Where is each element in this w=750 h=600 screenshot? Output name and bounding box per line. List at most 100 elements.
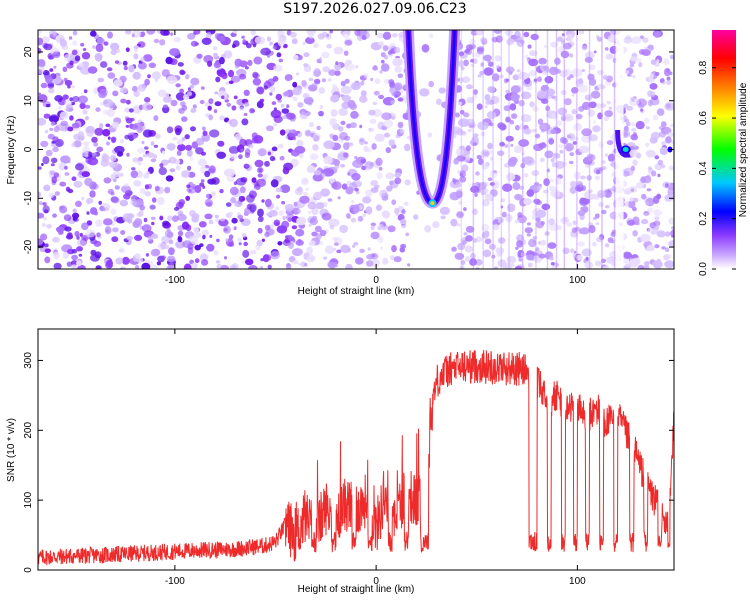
- heatmap-speckle: [133, 90, 140, 97]
- heatmap-speckle: [518, 258, 523, 262]
- heatmap-speckle: [594, 175, 601, 181]
- heatmap-speckle: [219, 188, 224, 194]
- heatmap-speckle: [326, 33, 330, 38]
- heatmap-speckle: [381, 59, 385, 64]
- heatmap-speckle: [38, 66, 45, 74]
- heatmap-speckle: [541, 71, 547, 75]
- heatmap-speckle: [148, 264, 159, 269]
- heatmap-speckle: [64, 226, 72, 232]
- heatmap-speckle: [132, 220, 141, 228]
- heatmap-speckle: [652, 260, 663, 269]
- heatmap-speckle: [80, 42, 85, 47]
- heatmap-speckle: [136, 170, 143, 179]
- heatmap-speckle: [394, 94, 399, 98]
- heatmap-speckle: [596, 69, 604, 76]
- heatmap-speckle: [246, 194, 255, 203]
- heatmap-speckle: [345, 213, 351, 219]
- figure-title: S197.2026.027.09.06.C23: [283, 1, 467, 17]
- heatmap-speckle: [474, 192, 478, 197]
- heatmap-speckle: [126, 152, 130, 157]
- heatmap-speckle: [96, 37, 106, 46]
- heatmap-stripe: [555, 30, 558, 269]
- heatmap-speckle: [113, 79, 123, 87]
- heatmap-speckle: [577, 84, 589, 93]
- heatmap-speckle: [213, 109, 218, 114]
- heatmap-speckle: [142, 129, 153, 138]
- heatmap-speckle: [638, 62, 643, 68]
- heatmap-speckle: [244, 148, 251, 156]
- heatmap-speckle: [421, 44, 430, 53]
- heatmap-speckle: [550, 41, 558, 48]
- heatmap-speckle: [280, 184, 291, 193]
- heatmap-speckle: [497, 259, 507, 268]
- heatmap-speckle: [275, 187, 283, 193]
- heatmap-speckle: [233, 226, 237, 231]
- heatmap-speckle: [64, 165, 68, 170]
- heatmap-speckle: [213, 52, 218, 58]
- heatmap-speckle: [480, 131, 486, 137]
- heatmap-speckle: [208, 219, 214, 225]
- heatmap-speckle: [273, 219, 281, 227]
- heatmap-speckle: [567, 134, 572, 138]
- heatmap-speckle: [581, 68, 585, 73]
- heatmap-speckle: [199, 99, 205, 105]
- heatmap-speckle: [556, 120, 563, 127]
- heatmap-speckle: [216, 238, 220, 243]
- heatmap-speckle: [130, 117, 135, 122]
- heatmap-speckle: [211, 191, 216, 197]
- heatmap-stripe: [472, 30, 475, 269]
- heatmap-speckle: [514, 193, 523, 201]
- heatmap-speckle: [546, 168, 550, 173]
- heatmap-speckle: [580, 206, 584, 212]
- heatmap-speckle: [244, 102, 250, 107]
- heatmap-speckle: [647, 207, 654, 213]
- heatmap-speckle: [651, 170, 657, 177]
- heatmap-speckle: [596, 35, 600, 39]
- heatmap-speckle: [53, 262, 62, 269]
- heatmap-speckle: [550, 158, 555, 163]
- heatmap-speckle: [48, 192, 54, 198]
- heatmap-speckle: [588, 193, 595, 201]
- heatmap-speckle: [253, 135, 264, 144]
- heatmap-speckle: [493, 30, 502, 34]
- heatmap-speckle: [312, 132, 321, 142]
- heatmap-speckle: [305, 187, 310, 191]
- heatmap-speckle: [623, 37, 633, 44]
- heatmap-speckle: [81, 196, 85, 201]
- heatmap-speckle: [121, 256, 130, 265]
- heatmap-speckle: [228, 234, 234, 240]
- heatmap-speckle: [543, 65, 548, 70]
- heatmap-speckle: [470, 59, 474, 63]
- heatmap-speckle: [166, 126, 174, 134]
- heatmap-speckle: [571, 68, 583, 77]
- heatmap-speckle: [506, 38, 515, 46]
- heatmap-speckle: [54, 191, 60, 196]
- heatmap-speckle: [73, 140, 82, 148]
- heatmap-speckle: [344, 62, 355, 71]
- heatmap-speckle: [372, 253, 376, 258]
- heatmap-speckle: [166, 143, 176, 151]
- heatmap-speckle: [544, 231, 550, 236]
- heatmap-speckle: [209, 129, 220, 138]
- snr-line: [38, 349, 674, 566]
- heatmap-speckle: [213, 61, 221, 69]
- heatmap-speckle: [284, 74, 292, 82]
- heatmap-speckle: [72, 40, 78, 46]
- heatmap-speckle: [602, 75, 608, 80]
- heatmap-speckle: [190, 40, 198, 47]
- heatmap-speckle: [535, 209, 547, 219]
- heatmap-speckle: [208, 114, 214, 121]
- heatmap-speckle: [50, 163, 55, 167]
- heatmap-speckle: [147, 183, 152, 190]
- heatmap-speckle: [670, 140, 674, 144]
- heatmap-speckle: [340, 120, 346, 126]
- heatmap-speckle: [39, 63, 46, 68]
- heatmap-speckle: [200, 179, 205, 183]
- heatmap-speckle: [239, 218, 244, 223]
- heatmap-speckle: [497, 122, 505, 129]
- heatmap-speckle: [640, 108, 644, 112]
- heatmap-speckle: [263, 174, 269, 179]
- heatmap-speckle: [577, 210, 586, 217]
- heatmap-speckle: [278, 210, 285, 216]
- heatmap-speckle: [478, 158, 484, 166]
